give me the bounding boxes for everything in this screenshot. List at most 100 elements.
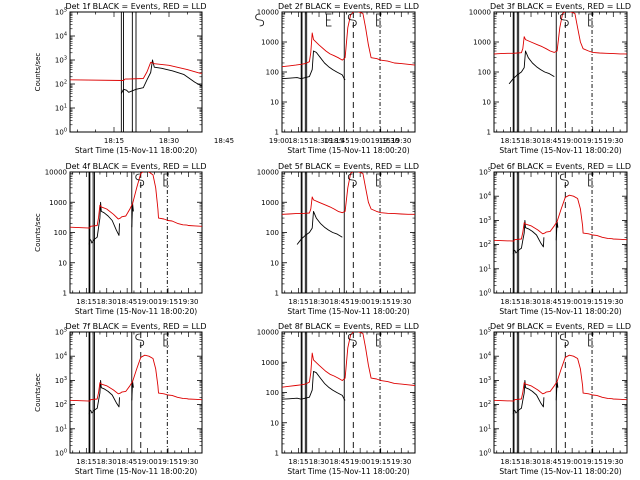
interval-marker xyxy=(347,333,357,347)
y-tick-label: 101 xyxy=(479,264,491,273)
y-tick-label: 100 xyxy=(266,389,279,397)
y-tick-label: 10 xyxy=(270,99,279,107)
x-tick-label: 19:00 xyxy=(562,298,582,306)
series-line-lld xyxy=(70,172,202,229)
interval-marker xyxy=(559,173,569,187)
interval-marker xyxy=(588,173,594,187)
x-tick-label: 18:30 xyxy=(521,137,541,145)
y-tick-label: 1000 xyxy=(49,199,67,207)
y-tick-label: 100 xyxy=(55,128,67,137)
x-tick-label: 19:00 xyxy=(137,298,157,306)
series-line-events xyxy=(513,220,573,268)
panel-title: Det 9f BLACK = Events, RED = LLD xyxy=(490,322,631,331)
x-axis-label: Start Time (15-Nov-11 18:00:20) xyxy=(75,146,197,155)
x-tick-label: 19:00 xyxy=(350,137,370,145)
x-tick-label: 18:45 xyxy=(117,458,137,466)
y-tick-label: 100 xyxy=(478,69,491,77)
plot-area xyxy=(494,12,627,132)
x-tick-label: 19:30 xyxy=(379,137,399,145)
x-tick-label: 19:15 xyxy=(158,458,178,466)
panel-title: Det 1f BLACK = Events, RED = LLD xyxy=(65,2,206,11)
y-tick-label: 105 xyxy=(479,168,491,177)
x-tick-label: 19:30 xyxy=(391,137,411,145)
series-line-events xyxy=(282,50,346,81)
y-tick-label: 1 xyxy=(487,129,491,137)
detector-panel-4: 1 10 100 1000 10000 18:15 18:30 18:45 19:00 19:15… xyxy=(34,162,207,316)
y-tick-label: 105 xyxy=(55,328,67,337)
y-tick-label: 103 xyxy=(479,216,491,225)
plot-area xyxy=(282,332,415,453)
y-tick-label: 104 xyxy=(55,352,67,361)
series-line-lld xyxy=(282,172,415,215)
x-axis-label: Start Time (15-Nov-11 18:00:20) xyxy=(287,307,409,316)
panel-title: Det 7f BLACK = Events, RED = LLD xyxy=(65,322,206,331)
series-line-events xyxy=(89,202,149,262)
y-tick-label: 10 xyxy=(482,99,491,107)
x-tick-label: 18:15 xyxy=(500,137,520,145)
series-line-lld xyxy=(282,332,415,388)
y-tick-label: 10000 xyxy=(45,169,67,177)
plot-area xyxy=(70,12,202,132)
y-tick-label: 1 xyxy=(275,129,279,137)
x-tick-label: 18:30 xyxy=(521,458,541,466)
y-tick-label: 102 xyxy=(55,400,67,409)
x-axis-label: Start Time (15-Nov-11 18:00:20) xyxy=(75,307,197,316)
x-tick-label: 18:45 xyxy=(541,458,561,466)
x-axis-label: Start Time (15-Nov-11 18:00:20) xyxy=(287,467,409,476)
series-line-events xyxy=(89,380,149,428)
x-tick-label: 18:45 xyxy=(541,298,561,306)
interval-marker xyxy=(135,173,145,187)
y-tick-label: 1000 xyxy=(261,359,279,367)
interval-marker xyxy=(588,333,594,347)
x-tick-label: 18:15 xyxy=(104,137,124,145)
y-tick-label: 10000 xyxy=(469,9,491,17)
x-tick-label: 18:15 xyxy=(500,298,520,306)
x-tick-label: 19:00 xyxy=(269,137,289,145)
interval-marker xyxy=(163,173,169,187)
interval-marker xyxy=(559,13,569,27)
x-tick-label: 19:15 xyxy=(158,298,178,306)
y-tick-label: 103 xyxy=(55,376,67,385)
x-tick-label: 18:30 xyxy=(309,458,329,466)
y-tick-label: 101 xyxy=(55,104,67,113)
x-tick-label: 19:30 xyxy=(603,298,623,306)
x-axis-label: Start Time (15-Nov-11 18:00:20) xyxy=(75,467,197,476)
y-tick-label: 103 xyxy=(479,376,491,385)
x-tick-label: 18:30 xyxy=(309,137,329,145)
x-tick-label: 19:00 xyxy=(350,458,370,466)
y-tick-label: 102 xyxy=(479,400,491,409)
y-tick-label: 10000 xyxy=(257,329,279,337)
y-tick-label: 104 xyxy=(479,192,491,201)
x-tick-label: 18:45 xyxy=(329,458,349,466)
x-tick-label: 18:45 xyxy=(214,137,234,145)
y-tick-label: 1 xyxy=(275,290,279,298)
x-tick-label: 19:30 xyxy=(178,458,198,466)
y-tick-label: 10000 xyxy=(257,9,279,17)
x-tick-label: 19:00 xyxy=(137,458,157,466)
x-tick-label: 19:15 xyxy=(324,137,344,145)
x-tick-label: 19:15 xyxy=(583,137,603,145)
interval-marker xyxy=(376,13,382,27)
y-tick-label: 104 xyxy=(479,352,491,361)
x-tick-label: 19:30 xyxy=(391,298,411,306)
x-tick-label: 19:30 xyxy=(391,458,411,466)
x-tick-label: 19:30 xyxy=(178,298,198,306)
y-tick-label: 101 xyxy=(55,424,67,433)
plot-area xyxy=(282,172,415,293)
y-tick-label: 101 xyxy=(479,424,491,433)
x-axis-label: Start Time (15-Nov-11 18:00:20) xyxy=(499,307,621,316)
x-tick-label: 18:15 xyxy=(500,458,520,466)
y-tick-label: 1 xyxy=(63,290,67,298)
plot-area xyxy=(494,332,627,453)
plot-area xyxy=(70,332,202,453)
x-tick-label: 19:15 xyxy=(371,458,391,466)
x-axis-label: Start Time (15-Nov-11 18:00:20) xyxy=(287,146,409,155)
detector-panel-5: 1 10 100 1000 10000 18:15 18:30 18:45 19:00 19:15… xyxy=(257,162,419,316)
plot-area xyxy=(282,12,415,132)
interval-marker xyxy=(376,333,382,347)
panel-title: Det 3f BLACK = Events, RED = LLD xyxy=(490,2,631,11)
x-tick-label: 18:45 xyxy=(329,137,349,145)
